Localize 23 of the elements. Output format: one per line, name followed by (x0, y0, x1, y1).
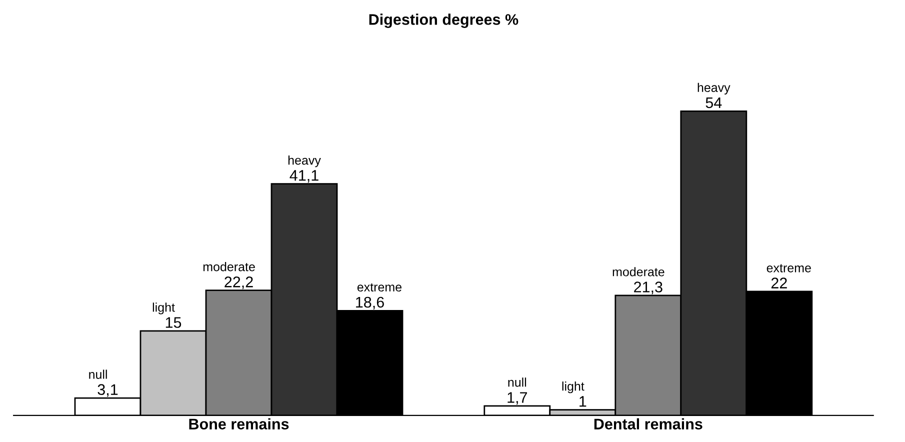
series-label: null (89, 370, 107, 379)
data-label: 15 (166, 317, 182, 328)
series-label: light (152, 302, 175, 314)
data-label: 54 (706, 97, 722, 108)
data-label: 1 (580, 396, 586, 407)
data-label: 18,6 (356, 296, 384, 310)
text: null (508, 378, 526, 387)
data-label: 41,1 (290, 170, 318, 183)
text: heavy (288, 156, 321, 168)
series-label: extreme (357, 283, 402, 292)
data-label: 22,2 (224, 276, 253, 290)
chart-title: Digestion degrees % (369, 14, 518, 28)
x-tick-label: Dental remains (594, 418, 702, 430)
text: moderate (612, 267, 664, 276)
data-label: 1,7 (508, 392, 527, 405)
x-tick-label: Bone remains (189, 418, 289, 430)
text: light (562, 382, 584, 394)
series-label: heavy (698, 82, 730, 94)
series-label: moderate (203, 262, 255, 272)
text: extreme (766, 264, 811, 272)
data-label: 3,1 (98, 384, 118, 397)
data-label: 22 (771, 278, 787, 288)
data-label: 21,3 (634, 282, 662, 294)
